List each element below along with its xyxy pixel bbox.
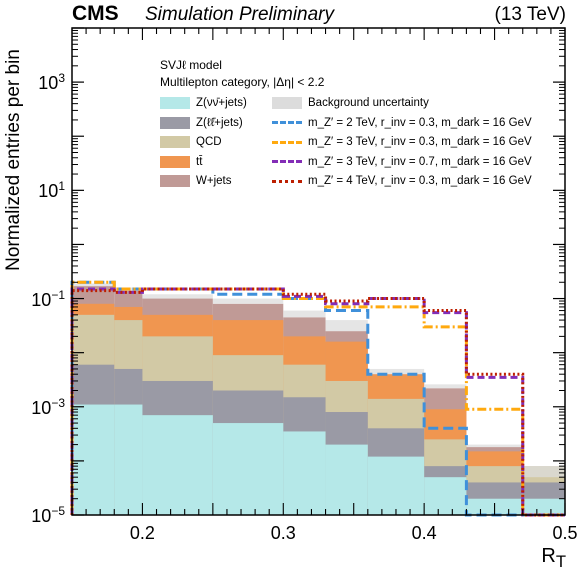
legend-entry-wjets: W+jets bbox=[160, 174, 231, 188]
uncertainty-bin-0 bbox=[72, 283, 115, 287]
uncertainty-bin-8 bbox=[466, 444, 523, 448]
x-tick-label: 0.4 bbox=[411, 523, 437, 543]
legend-swatch-ttbar bbox=[160, 155, 190, 168]
x-axis-label-subscript: T bbox=[555, 552, 566, 571]
legend-label: m_Z′ = 4 TeV, r_inv = 0.3, m_dark = 16 G… bbox=[308, 175, 532, 187]
legend-swatch-wjets bbox=[160, 175, 190, 187]
uncertainty-bin-9 bbox=[522, 466, 565, 478]
legend-label: tt̄ bbox=[196, 155, 203, 168]
bar-znunu-bin-2 bbox=[142, 415, 213, 515]
uncertainty-bin-2 bbox=[142, 294, 213, 299]
uncertainty-bin-5 bbox=[325, 320, 368, 332]
legend-entry-qcd: QCD bbox=[160, 135, 222, 149]
legend-swatch-zll bbox=[160, 116, 190, 129]
legend-swatch-bkg-unc bbox=[272, 97, 302, 109]
y-tick-label: 10−5 bbox=[10, 504, 65, 527]
x-tick-label: 0.5 bbox=[552, 523, 578, 543]
y-tick-exponent: 1 bbox=[58, 179, 65, 194]
bar-znunu-bin-0 bbox=[72, 404, 115, 515]
uncertainty-bin-7 bbox=[424, 384, 467, 389]
y-tick-exponent: −5 bbox=[51, 504, 65, 518]
legend-swatch-sig4 bbox=[272, 179, 302, 183]
y-tick-base: 10 bbox=[38, 73, 59, 94]
y-tick-label: 101 bbox=[10, 179, 65, 202]
background-stack bbox=[72, 286, 565, 515]
legend-swatch-sig1 bbox=[272, 121, 302, 124]
signal-line-sig4 bbox=[70, 287, 565, 517]
y-tick-label: 10−1 bbox=[10, 288, 65, 311]
legend-label: W+jets bbox=[196, 175, 232, 187]
legend-entry-sig3: m_Z′ = 3 TeV, r_inv = 0.7, m_dark = 16 G… bbox=[272, 155, 532, 169]
bar-znunu-bin-9 bbox=[522, 498, 565, 515]
status-label: Simulation Preliminary bbox=[145, 4, 335, 25]
legend-swatch-sig3 bbox=[272, 160, 302, 163]
legend-label: m_Z′ = 3 TeV, r_inv = 0.7, m_dark = 16 G… bbox=[308, 155, 532, 168]
experiment-label: CMS bbox=[72, 2, 119, 25]
legend-label: m_Z′ = 2 TeV, r_inv = 0.3, m_dark = 16 G… bbox=[308, 116, 532, 129]
legend-swatch-qcd bbox=[160, 136, 190, 148]
y-tick-base: 10 bbox=[31, 506, 52, 526]
y-tick-exponent: −3 bbox=[51, 395, 65, 410]
legend-swatch-sig2 bbox=[272, 140, 302, 144]
legend-entry-ttbar: tt̄ bbox=[160, 155, 202, 169]
legend-entry-znunu: Z(νν̄+jets) bbox=[160, 96, 247, 110]
x-tick-label: 0.2 bbox=[129, 523, 155, 543]
bar-znunu-bin-1 bbox=[114, 404, 143, 515]
y-tick-exponent: −1 bbox=[51, 287, 65, 302]
uncertainty-bin-3 bbox=[212, 298, 284, 304]
y-tick-label: 10−3 bbox=[10, 396, 65, 419]
bar-znunu-bin-4 bbox=[283, 431, 326, 515]
legend-swatch-znunu bbox=[160, 97, 190, 109]
y-tick-label: 103 bbox=[10, 71, 65, 94]
y-axis-label: Normalized entries per bin bbox=[3, 49, 24, 271]
y-tick-base: 10 bbox=[31, 289, 52, 310]
bar-znunu-bin-5 bbox=[325, 444, 368, 515]
model-annotation: SVJℓ model bbox=[160, 58, 222, 72]
legend-entry-sig4: m_Z′ = 4 TeV, r_inv = 0.3, m_dark = 16 G… bbox=[272, 174, 532, 188]
energy-label: (13 TeV) bbox=[494, 4, 566, 25]
uncertainty-bin-6 bbox=[367, 368, 425, 375]
bar-znunu-bin-7 bbox=[424, 477, 467, 515]
signal-curves bbox=[70, 280, 565, 517]
plot-frame bbox=[71, 27, 566, 516]
x-axis-label: RT bbox=[541, 545, 566, 571]
legend-entry-zll: Z(ℓℓ̄+jets) bbox=[160, 116, 243, 130]
y-tick-base: 10 bbox=[38, 181, 59, 202]
legend-label: Background uncertainty bbox=[308, 97, 429, 109]
bar-znunu-bin-6 bbox=[367, 456, 425, 515]
legend-label: Z(νν̄+jets) bbox=[196, 97, 247, 109]
legend-label: Z(ℓℓ̄+jets) bbox=[196, 116, 243, 129]
legend-label: m_Z′ = 3 TeV, r_inv = 0.3, m_dark = 16 G… bbox=[308, 136, 532, 148]
category-annotation: Multilepton category, |Δη| < 2.2 bbox=[160, 75, 325, 89]
bar-znunu-bin-3 bbox=[212, 423, 284, 515]
legend-entry-sig2: m_Z′ = 3 TeV, r_inv = 0.3, m_dark = 16 G… bbox=[272, 135, 532, 149]
y-tick-exponent: 3 bbox=[58, 71, 65, 86]
y-tick-base: 10 bbox=[31, 397, 52, 418]
x-tick-label: 0.3 bbox=[270, 523, 296, 543]
uncertainty-bin-4 bbox=[283, 310, 326, 318]
legend-label: QCD bbox=[196, 136, 222, 148]
legend-entry-sig1: m_Z′ = 2 TeV, r_inv = 0.3, m_dark = 16 G… bbox=[272, 116, 532, 130]
legend-entry-bkg-unc: Background uncertainty bbox=[272, 96, 429, 110]
